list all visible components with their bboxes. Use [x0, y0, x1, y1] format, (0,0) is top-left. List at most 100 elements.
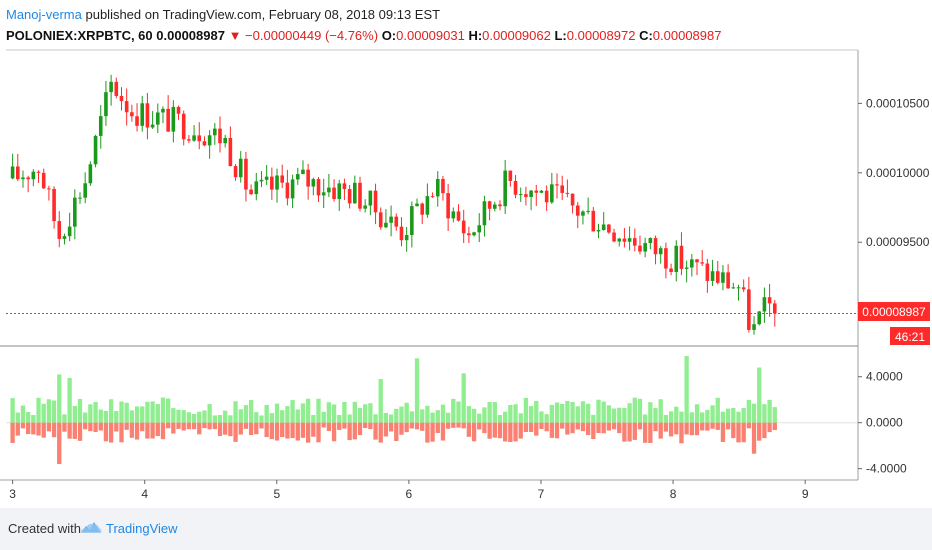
author-link[interactable]: Manoj-verma [6, 7, 82, 22]
candle-body [332, 187, 336, 200]
histogram-bar-negative [528, 422, 534, 432]
histogram-bar-negative [134, 422, 140, 440]
histogram-bar-negative [259, 422, 264, 429]
histogram-bar-negative [321, 422, 326, 428]
histogram-bar-positive [36, 397, 41, 423]
histogram-bar-negative [10, 422, 15, 443]
candle-body [358, 182, 362, 209]
histogram-bar-positive [46, 399, 52, 423]
candles [10, 74, 777, 335]
histogram-bar-negative [611, 422, 617, 430]
candle-body [534, 190, 539, 193]
candle-body [757, 311, 762, 325]
histogram-bar-negative [653, 422, 658, 432]
histogram-bar-negative [347, 422, 352, 441]
price-axis[interactable]: 0.00010500 0.00010000 0.00009500 [858, 96, 930, 249]
created-with-text: Created with [8, 521, 81, 536]
histogram-bar-positive [103, 410, 109, 423]
histogram-bar-negative [207, 422, 212, 430]
candle-body [430, 196, 435, 198]
candle-body [767, 297, 772, 304]
histogram-bar-negative [140, 422, 145, 432]
countdown-badge: 46:21 [890, 327, 930, 345]
histogram-bar-negative [373, 422, 378, 440]
histogram-bar-negative [492, 422, 497, 438]
histogram-bar-positive [254, 412, 259, 423]
histogram-bar-positive [720, 411, 726, 423]
candle-body [684, 267, 689, 269]
histogram-bar-positive [585, 403, 591, 423]
histogram-bar-positive [772, 407, 777, 423]
candle-body [62, 236, 67, 239]
candle-body [404, 235, 409, 241]
candle-body [586, 210, 590, 212]
candle-body [104, 92, 108, 117]
histogram-bar-negative [57, 422, 62, 465]
candle-body [78, 197, 82, 199]
candle-body [596, 230, 601, 232]
histogram-bar-negative [757, 422, 762, 441]
candle-body [264, 176, 269, 180]
histogram-bar-negative [617, 422, 622, 434]
histogram-bar-negative [456, 422, 461, 428]
histogram-bar-negative [477, 422, 482, 430]
histogram-bar-negative [601, 422, 606, 434]
candle-body [581, 211, 585, 216]
histogram-bar-positive [617, 407, 622, 423]
publish-line: Manoj-verma published on TradingView.com… [6, 7, 440, 22]
histogram-bar-negative [762, 422, 767, 439]
histogram-bar-negative [93, 422, 98, 432]
histogram-bar-positive [674, 406, 679, 423]
histogram-bar-positive [274, 403, 280, 423]
histogram-bar-positive [243, 405, 249, 423]
histogram-bar-negative [181, 422, 186, 431]
histogram-axis[interactable]: 4.0000 0.0000 -4.0000 [858, 370, 907, 476]
histogram-bar-negative [305, 422, 311, 443]
histogram [6, 356, 858, 465]
candle-body [524, 194, 528, 197]
histogram-bar-negative [399, 422, 404, 435]
high-value: 0.00009062 [482, 28, 551, 43]
histogram-bar-positive [388, 414, 394, 423]
histogram-bar-negative [114, 422, 119, 432]
tradingview-cloud-icon[interactable] [80, 519, 102, 537]
candle-body [415, 203, 419, 207]
candle-body [446, 193, 450, 219]
histogram-bar-positive [648, 402, 653, 423]
histogram-bar-negative [25, 422, 31, 435]
tradingview-link[interactable]: TradingView [106, 521, 178, 536]
time-axis[interactable]: 3 4 5 6 7 8 9 [9, 480, 809, 501]
candle-body [518, 194, 523, 196]
histogram-bar-positive [57, 374, 62, 423]
histogram-bar-negative [404, 422, 409, 433]
histogram-bar-negative [420, 422, 425, 431]
candle-body [192, 135, 196, 141]
histogram-bar-positive [560, 404, 565, 423]
histogram-bar-negative [684, 422, 689, 435]
histogram-bar-positive [420, 409, 425, 423]
histogram-bar-positive [741, 407, 746, 423]
candle-body [259, 179, 264, 182]
histogram-bar-positive [280, 410, 285, 423]
candle-body [679, 245, 684, 269]
price-tick-label: 0.00009500 [866, 235, 930, 249]
candle-body [202, 141, 207, 146]
histogram-bar-negative [176, 422, 181, 429]
histogram-bar-negative [746, 422, 752, 429]
histogram-bar-positive [238, 409, 243, 423]
histogram-tick-label: -4.0000 [866, 462, 907, 476]
histogram-bar-positive [482, 407, 487, 423]
candle-body [721, 272, 725, 283]
histogram-bar-negative [212, 422, 217, 430]
candle-body [705, 263, 710, 281]
histogram-bar-negative [269, 422, 275, 440]
candle-body [472, 232, 476, 236]
histogram-bar-positive [440, 404, 446, 423]
histogram-bar-positive [233, 401, 238, 423]
candle-body [498, 204, 502, 207]
chart-area[interactable]: 0.00010500 0.00010000 0.00009500 4.0000 0.0… [0, 0, 932, 508]
histogram-bar-positive [679, 411, 684, 423]
histogram-bar-positive [689, 412, 694, 423]
candle-body [560, 185, 565, 193]
histogram-bar-positive [606, 405, 612, 423]
